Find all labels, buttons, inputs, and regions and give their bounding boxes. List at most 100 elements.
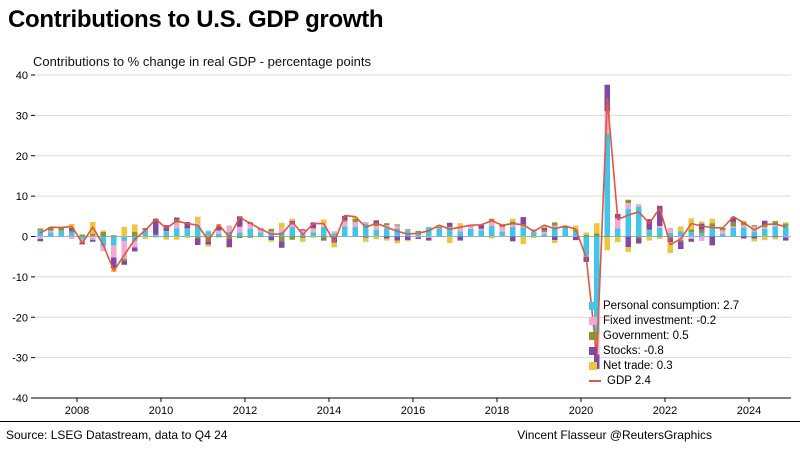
- bar-segment: [216, 236, 222, 238]
- bar-segment: [447, 222, 453, 227]
- bar-segment: [447, 226, 453, 228]
- bar-segment: [688, 229, 694, 233]
- bar-segment: [604, 133, 610, 237]
- bar-segment: [405, 229, 411, 231]
- bar-segment: [709, 236, 715, 246]
- bar-segment: [510, 236, 516, 242]
- bar-segment: [226, 236, 232, 239]
- bar-segment: [300, 230, 306, 235]
- bar-segment: [100, 246, 106, 252]
- bar-segment: [531, 236, 537, 239]
- bar-segment: [247, 236, 253, 238]
- bar-segment: [426, 236, 432, 238]
- bar-segment: [79, 244, 85, 245]
- bar-segment: [352, 226, 358, 237]
- legend-line-swatch: [589, 380, 601, 382]
- bar-segment: [142, 230, 148, 237]
- bar-segment: [646, 230, 652, 237]
- bar-segment: [268, 240, 274, 242]
- bar-segment: [352, 221, 358, 227]
- bar-segment: [520, 227, 526, 237]
- bar-segment: [121, 236, 127, 241]
- bar-segment: [37, 228, 43, 229]
- bar-segment: [499, 227, 505, 232]
- bar-segment: [751, 236, 757, 239]
- bar-segment: [489, 219, 495, 221]
- bar-segment: [751, 231, 757, 237]
- bar-segment: [489, 220, 495, 226]
- bar-segment: [331, 242, 337, 248]
- bar-segment: [541, 228, 547, 231]
- bar-segment: [562, 226, 568, 229]
- bar-segment: [625, 247, 631, 252]
- bar-segment: [394, 224, 400, 226]
- bar-segment: [321, 219, 327, 225]
- bar-segment: [510, 223, 516, 227]
- bar-segment: [373, 230, 379, 237]
- bar-segment: [625, 199, 631, 203]
- bar-segment: [373, 220, 379, 225]
- bar-segment: [678, 231, 684, 237]
- x-tick-label: 2018: [485, 405, 509, 417]
- bar-segment: [279, 241, 285, 248]
- bar-segment: [237, 226, 243, 233]
- bar-segment: [310, 236, 316, 238]
- bar-segment: [720, 230, 726, 235]
- bar-segment: [457, 226, 463, 232]
- x-tick-label: 2012: [233, 405, 257, 417]
- bar-segment: [100, 232, 106, 237]
- bar-segment: [279, 222, 285, 229]
- bar-segment: [751, 225, 757, 227]
- bar-segment: [583, 234, 589, 237]
- legend-color-swatch: [589, 362, 597, 370]
- bar-segment: [331, 237, 337, 243]
- bar-segment: [48, 228, 54, 231]
- bar-segment: [48, 232, 54, 237]
- bar-segment: [646, 219, 652, 230]
- bar-segment: [37, 238, 43, 242]
- bar-segment: [79, 234, 85, 237]
- bar-segment: [153, 234, 159, 237]
- bar-segment: [552, 240, 558, 243]
- y-tick-label: -40: [12, 393, 28, 405]
- bar-segment: [772, 221, 778, 225]
- bar-segment: [457, 223, 463, 227]
- bar-segment: [163, 237, 169, 240]
- bar-segment: [237, 216, 243, 227]
- bar-segment: [699, 221, 705, 224]
- bar-segment: [678, 226, 684, 232]
- bar-segment: [415, 237, 421, 239]
- bar-segment: [58, 228, 64, 231]
- legend-color-swatch: [589, 332, 597, 340]
- bar-segment: [163, 236, 169, 238]
- bar-segment: [121, 240, 127, 259]
- y-tick-label: 0: [22, 232, 28, 244]
- bar-segment: [436, 225, 442, 228]
- bar-segment: [100, 230, 106, 233]
- bar-segment: [447, 228, 453, 237]
- bar-segment: [730, 222, 736, 227]
- x-tick-label: 2014: [317, 405, 341, 417]
- bar-segment: [37, 228, 43, 231]
- bar-segment: [772, 236, 778, 238]
- bar-segment: [184, 229, 190, 237]
- legend-item-net-trade: Net trade: 0.3: [589, 360, 739, 372]
- y-tick-label: -30: [12, 353, 28, 365]
- bar-segment: [783, 237, 789, 241]
- bar-segment: [772, 237, 778, 240]
- bar-segment: [237, 232, 243, 237]
- bar-segment: [636, 236, 642, 239]
- bar-segment: [384, 238, 390, 241]
- bar-segment: [573, 236, 579, 241]
- bar-segment: [394, 228, 400, 237]
- bar-segment: [331, 233, 337, 237]
- legend-label: Fixed investment: -0.2: [603, 315, 717, 327]
- bar-segment: [184, 221, 190, 229]
- bar-segment: [720, 234, 726, 237]
- bar-segment: [625, 236, 631, 247]
- bar-segment: [90, 239, 96, 242]
- bar-segment: [541, 234, 547, 237]
- legend-color-swatch: [589, 302, 597, 310]
- bar-segment: [678, 240, 684, 242]
- bar-segment: [237, 236, 243, 239]
